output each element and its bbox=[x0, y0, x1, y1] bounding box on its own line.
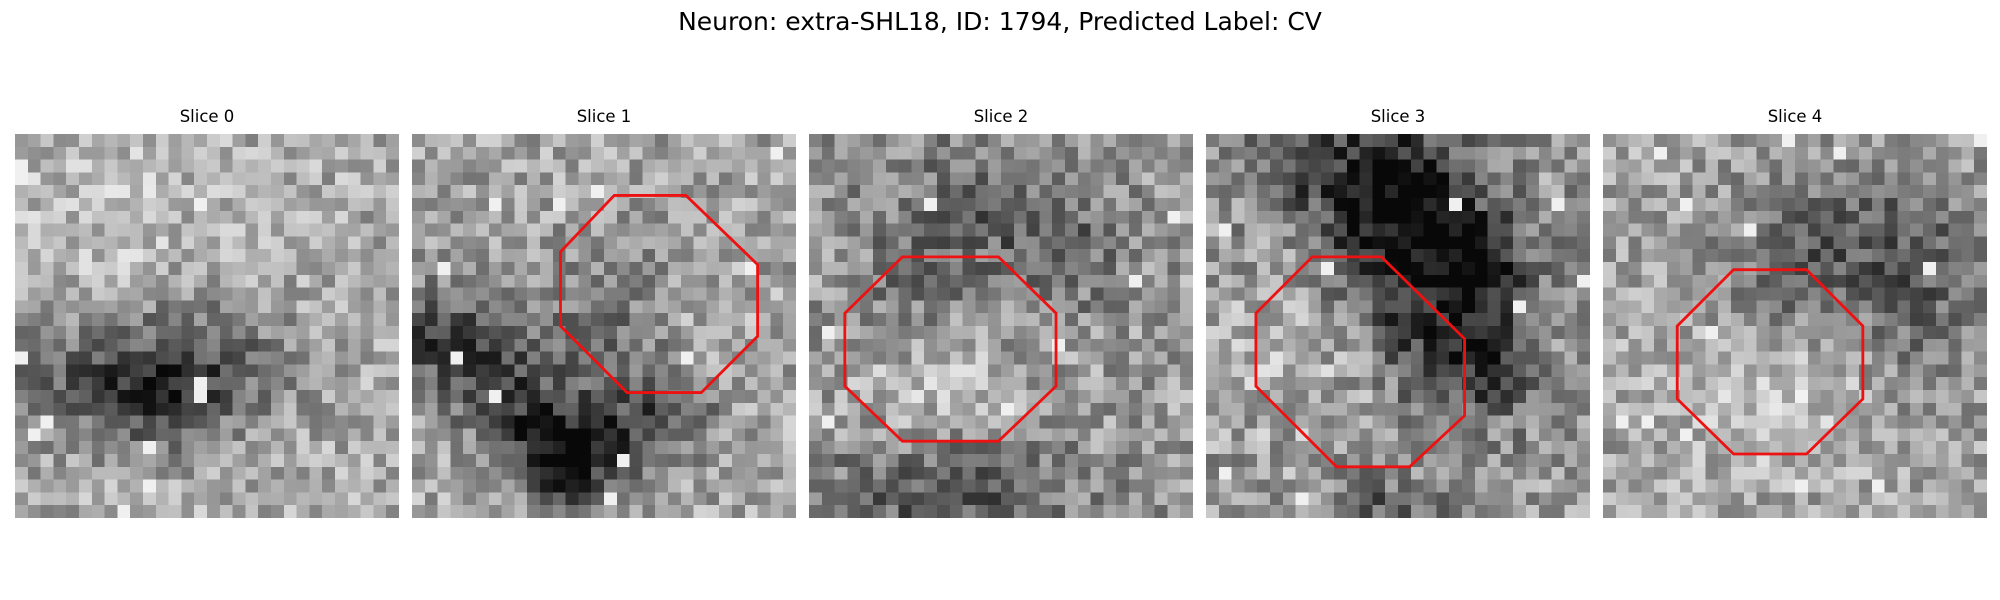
slice-title-3: Slice 3 bbox=[1370, 107, 1426, 126]
roi-octagon-4 bbox=[1675, 268, 1865, 456]
slice-image-0 bbox=[15, 134, 399, 518]
slice-image-2 bbox=[809, 134, 1193, 518]
slice-title-2: Slice 2 bbox=[973, 107, 1029, 126]
roi-octagon-2 bbox=[843, 255, 1058, 443]
slice-title-1: Slice 1 bbox=[576, 107, 632, 126]
roi-octagon-1 bbox=[559, 194, 760, 394]
slice-image-3 bbox=[1206, 134, 1590, 518]
slice-image-4 bbox=[1603, 134, 1987, 518]
slice-image-1 bbox=[412, 134, 796, 518]
slice-title-0: Slice 0 bbox=[179, 107, 235, 126]
slice-title-4: Slice 4 bbox=[1767, 107, 1823, 126]
figure-title: Neuron: extra-SHL18, ID: 1794, Predicted… bbox=[678, 7, 1322, 36]
roi-octagon-3 bbox=[1254, 255, 1466, 469]
